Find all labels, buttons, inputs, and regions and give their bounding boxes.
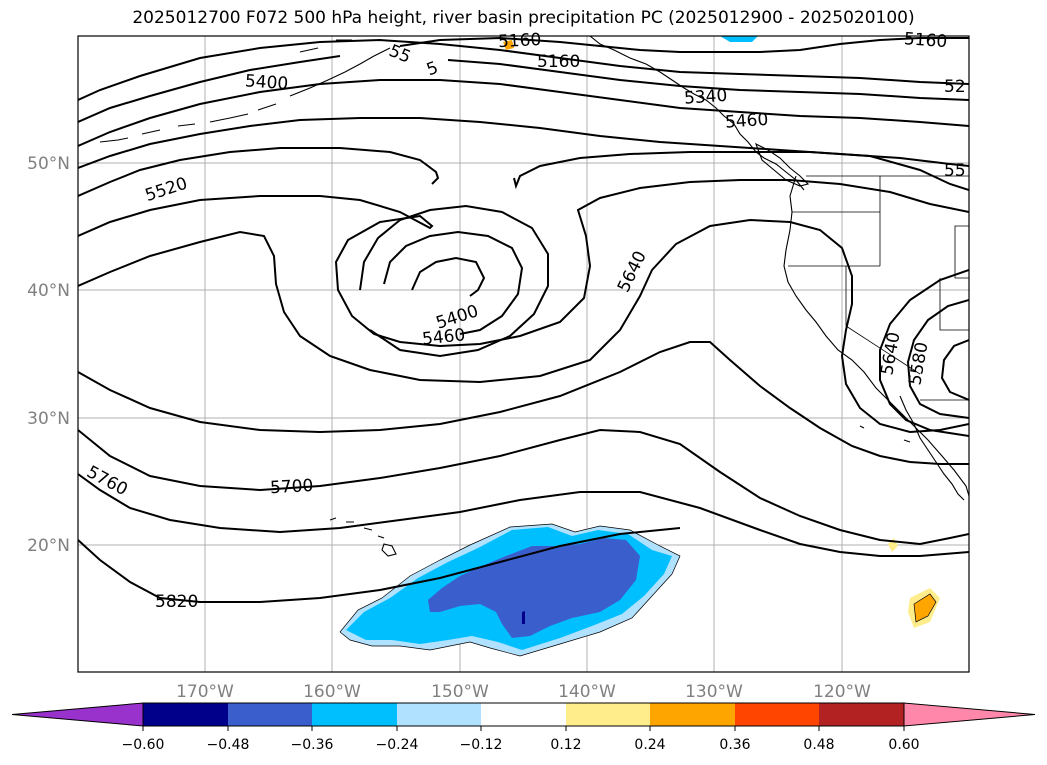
precip-negative-shading [339,36,758,657]
coastlines [99,36,969,557]
colorbar-ticks [142,726,905,731]
contour-label-5160-c: 5160 [903,29,948,52]
colorbar-segment-5 [481,703,566,726]
vancouver-island [754,142,810,187]
aleutian-islands [99,39,391,143]
colorbar-segment-3 [312,703,397,726]
colorbar-tick-label-8: 0.36 [719,737,750,753]
contour-east-ring-1 [879,269,969,437]
colorbar-segment-7 [650,703,735,726]
latitude-labels: 50°N 40°N 30°N 20°N [27,154,70,556]
colorbar-segment-2 [228,703,312,726]
contour-5460-east [513,151,969,191]
contour-5400-low [411,256,486,297]
contour-label-5700: 5700 [270,476,314,498]
lat-label-20n: 20°N [27,536,70,556]
colorbar-segment-8 [735,703,819,726]
contour-label-5400: 5400 [244,71,289,94]
contour-label-5460-low: 5460 [421,325,466,349]
lat-label-30n: 30°N [27,409,70,429]
hawaiian-islands [329,517,397,557]
precip-strongest-negative [522,611,525,624]
precip-positive-mid-2 [503,40,514,50]
map-frame [77,35,970,673]
lon-label-120w: 120°W [813,682,871,702]
map-title: 2025012700 F072 500 hPa height, river ba… [132,8,915,28]
height-contours [78,36,969,603]
alaska-panhandle-coast [589,36,805,191]
colorbar-segment-9 [819,703,904,726]
contour-5520-west [78,218,969,434]
colorbar-tick-label-3: −0.36 [291,737,334,753]
colorbar: −0.60 −0.48 −0.36 −0.24 −0.12 0.12 0.24 … [11,702,1036,753]
us-west-coast [783,175,969,497]
contour-label-5340: 5340 [683,86,728,109]
colorbar-segment-1 [143,703,228,726]
state-line-east [954,225,969,279]
contour-5520-low [359,204,549,358]
colorbar-tick-label-5: −0.12 [460,737,503,753]
contour-label-5460-east: 5460 [724,110,769,133]
baja-peninsula [899,395,965,501]
contour-5820 [78,527,681,603]
contour-5220 [78,38,969,101]
state-line-utah [939,278,969,331]
contour-label-5160-b: 5160 [537,52,580,72]
lon-label-170w: 170°W [176,682,234,702]
contour-5460-outer [78,147,440,197]
precip-top-negative [720,36,758,42]
colorbar-tick-label-6: 0.12 [550,737,581,753]
contour-label-5820: 5820 [155,592,198,612]
lat-label-40n: 40°N [27,281,70,301]
colorbar-tick-label-4: −0.24 [376,737,419,753]
colorbar-tick-label-10: 0.60 [888,737,919,753]
contour-5700 [78,428,969,546]
lon-label-140w: 140°W [558,682,616,702]
colorbar-segment-6 [566,703,650,726]
contour-5520-outer [78,179,969,348]
precip-strong-negative [428,538,640,638]
precip-positive-mid-1 [913,593,937,623]
lon-label-150w: 150°W [431,682,489,702]
precip-positive-shading [503,40,940,628]
contour-5160-north [399,36,969,53]
colorbar-arrow-right [903,702,1036,727]
guadalupe-island [859,425,911,443]
contour-east-ring-3 [940,339,969,401]
colorbar-tick-label-7: 0.24 [634,737,665,753]
contour-5760 [78,473,969,557]
colorbar-tick-label-1: −0.60 [122,737,165,753]
colorbar-segment-4 [397,703,481,726]
colorbar-arrow-left [11,702,144,727]
lon-label-130w: 130°W [685,682,743,702]
lat-label-50n: 50°N [27,154,70,174]
contour-5640 [78,341,969,465]
contour-5460-low [383,230,524,335]
contour-east-ring-2 [906,299,969,419]
colorbar-tick-label-2: −0.48 [207,737,250,753]
lon-label-160w: 160°W [303,682,361,702]
contour-5340 [78,79,969,147]
precip-outline [339,523,681,657]
longitude-labels: 170°W 160°W 150°W 140°W 130°W 120°W [176,682,871,702]
contour-5280 [78,55,969,123]
contour-label-5160-a: 5160 [498,30,542,52]
colorbar-frame [142,702,905,727]
contour-label-55-east: 55 [944,161,966,181]
colorbar-tick-label-9: 0.48 [803,737,834,753]
contour-label-52-east: 52 [944,77,966,97]
